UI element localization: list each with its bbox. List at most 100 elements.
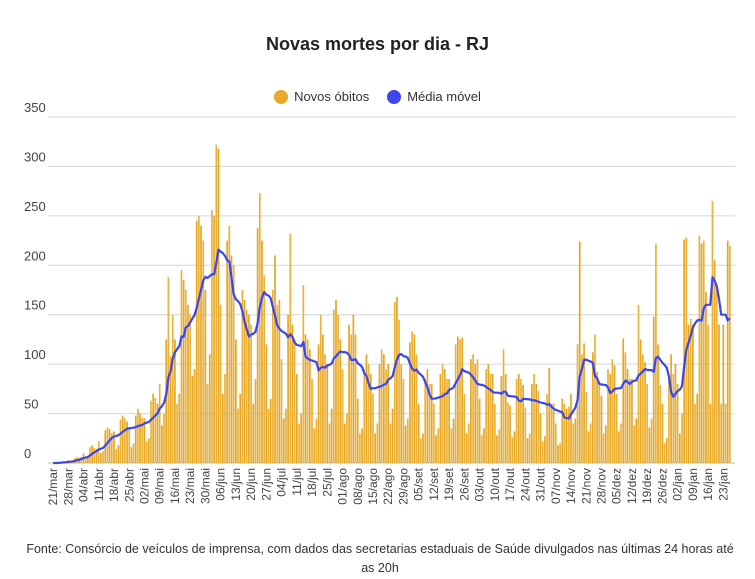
legend-dot-icon xyxy=(274,89,289,104)
bar xyxy=(705,291,707,463)
legend-label: Média móvel xyxy=(407,89,481,104)
x-tick-label: 19/dez xyxy=(640,468,654,504)
legend-item-media-movel[interactable]: Média móvel xyxy=(387,89,481,104)
x-tick-label: 09/mai xyxy=(153,468,167,504)
bar xyxy=(252,403,255,463)
bar xyxy=(322,334,324,463)
x-tick-label: 24/out xyxy=(518,467,532,501)
bar xyxy=(128,428,131,463)
bar xyxy=(309,349,311,463)
bar xyxy=(350,334,353,463)
x-tick-label: 13/jun xyxy=(229,468,243,501)
bar xyxy=(195,220,198,463)
bar xyxy=(613,365,616,463)
bar xyxy=(406,418,409,463)
bar xyxy=(311,378,313,463)
bar xyxy=(648,427,651,463)
bar xyxy=(483,428,485,463)
bar xyxy=(465,433,468,463)
y-tick-label: 50 xyxy=(24,397,38,412)
x-tick-label: 02/mai xyxy=(137,468,151,504)
bar xyxy=(261,240,263,463)
bar xyxy=(581,354,583,463)
bar xyxy=(230,255,233,463)
legend-item-novos-obitos[interactable]: Novos óbitos xyxy=(274,89,369,104)
bar xyxy=(502,349,505,463)
bar xyxy=(567,406,570,463)
bar xyxy=(644,362,646,463)
bar xyxy=(250,324,252,463)
bar xyxy=(396,296,398,463)
y-tick-label: 250 xyxy=(24,199,46,214)
bar xyxy=(600,395,603,463)
bar xyxy=(598,381,601,463)
bar xyxy=(493,403,496,463)
bar xyxy=(609,374,612,463)
x-tick-label: 09/jan xyxy=(686,468,700,501)
x-tick-label: 21/nov xyxy=(579,468,593,504)
bar xyxy=(376,423,379,463)
bar xyxy=(517,374,520,463)
bar xyxy=(526,438,529,463)
bar xyxy=(200,225,202,463)
bar xyxy=(411,331,413,463)
bar xyxy=(678,433,681,463)
x-tick-label: 02/jan xyxy=(671,468,685,501)
bar xyxy=(158,383,161,463)
bar xyxy=(345,413,348,463)
bar xyxy=(202,240,205,463)
bar xyxy=(700,243,703,463)
bar xyxy=(385,369,387,463)
bar xyxy=(585,391,588,463)
bar xyxy=(683,239,686,463)
bar xyxy=(631,378,633,463)
bar xyxy=(718,324,720,463)
bar xyxy=(515,378,518,463)
x-tick-label: 04/jul xyxy=(275,468,289,497)
bar xyxy=(572,423,575,463)
y-tick-label: 150 xyxy=(24,298,46,313)
bar xyxy=(248,314,250,463)
bar xyxy=(319,314,322,463)
bar xyxy=(729,245,731,463)
bar xyxy=(156,403,159,463)
bar xyxy=(263,275,265,463)
bar xyxy=(696,393,699,463)
bar xyxy=(456,336,459,463)
bar xyxy=(548,368,551,463)
bar xyxy=(694,403,696,463)
bar xyxy=(544,436,546,463)
y-tick-label: 300 xyxy=(24,149,46,164)
bar xyxy=(295,374,298,463)
x-tick-label: 18/abr xyxy=(107,468,121,502)
bar xyxy=(198,215,200,463)
bar xyxy=(339,339,342,463)
bar xyxy=(126,421,128,463)
bar xyxy=(715,285,718,463)
bar xyxy=(326,364,329,463)
bar xyxy=(176,403,178,463)
bar xyxy=(328,423,331,463)
bar xyxy=(557,445,559,463)
bar xyxy=(441,364,444,463)
bar xyxy=(119,419,122,463)
bar xyxy=(443,369,446,463)
x-tick-label: 03/out xyxy=(473,467,487,501)
x-tick-label: 28/nov xyxy=(595,468,609,504)
x-tick-label: 04/abr xyxy=(77,468,91,502)
bar xyxy=(267,408,270,463)
bar xyxy=(520,378,522,463)
x-tick-label: 11/jul xyxy=(290,468,304,496)
x-tick-label: 10/out xyxy=(488,467,502,501)
bar xyxy=(620,423,622,463)
bar xyxy=(496,435,498,463)
bar xyxy=(509,405,511,463)
x-tick-label: 21/mar xyxy=(46,468,60,505)
bar xyxy=(709,403,712,463)
bar xyxy=(215,144,218,463)
bar xyxy=(132,443,135,463)
bar xyxy=(474,364,477,463)
bar xyxy=(674,364,677,463)
bar xyxy=(287,314,289,463)
